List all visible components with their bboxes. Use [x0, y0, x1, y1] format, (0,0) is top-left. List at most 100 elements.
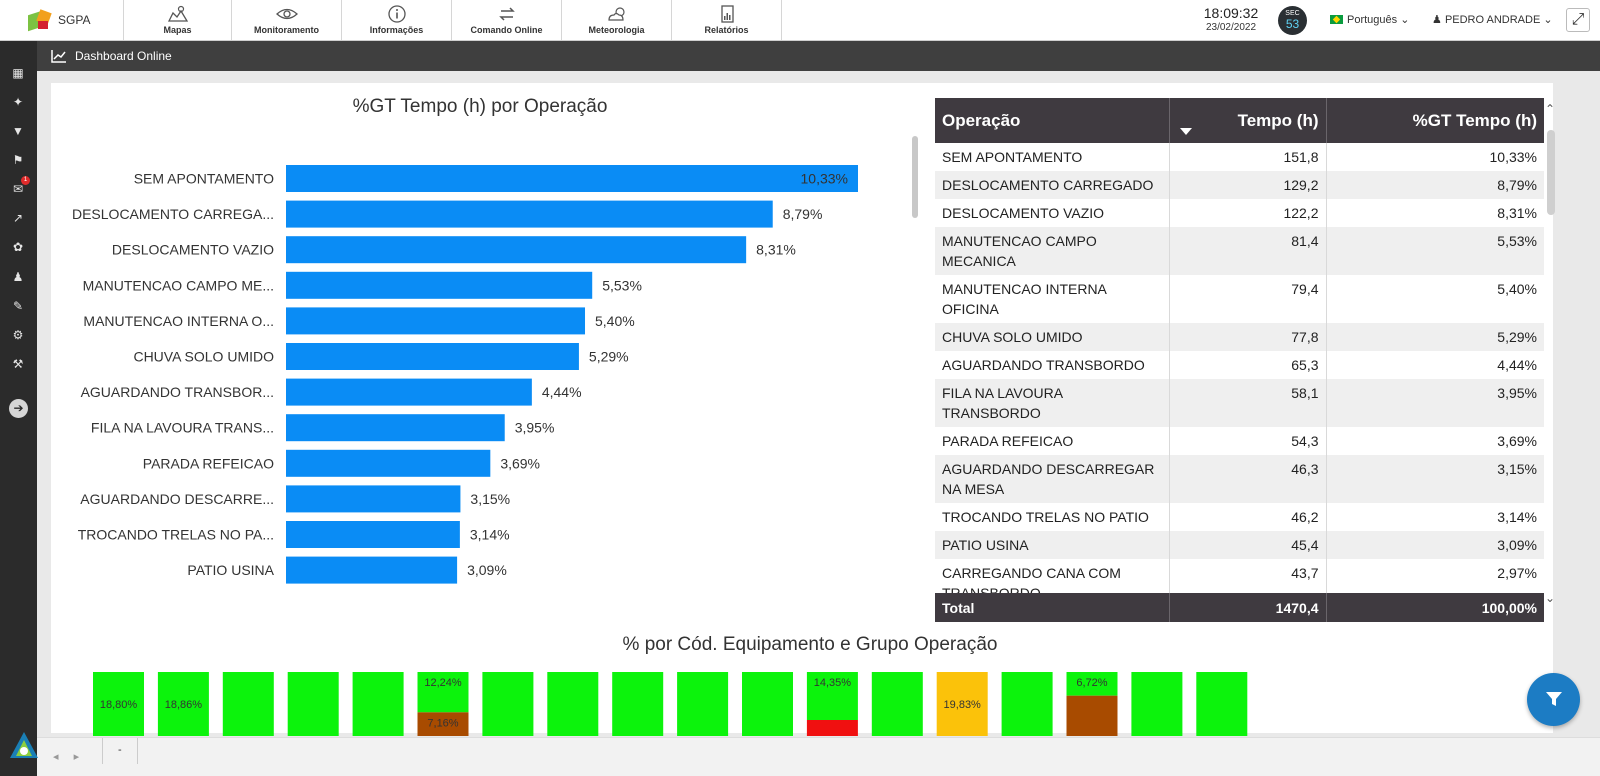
refresh-seconds-badge[interactable]: SEC 53 — [1278, 6, 1307, 35]
nav-monitoramento[interactable]: Monitoramento — [232, 0, 342, 40]
scroll-down-icon[interactable]: ⌄ — [1545, 591, 1556, 605]
chat-icon[interactable]: ✉ 1 — [8, 176, 30, 199]
table-cell-operacao: MANUTENCAO INTERNA OFICINA — [935, 275, 1169, 323]
app-logo[interactable]: SGPA — [0, 0, 124, 40]
bar-value-label: 8,31% — [756, 242, 796, 258]
stacked-segment[interactable] — [93, 672, 144, 736]
language-label: Português ⌄ — [1347, 14, 1410, 26]
left-sidebar: ▦ ✦ ▼ ⚑ ✉ 1 ↗ ✿ ♟ ✎ ⚙ ⚒ ➔ — [0, 41, 37, 776]
stacked-segment[interactable] — [1131, 672, 1183, 736]
chart-line-icon[interactable]: ↗ — [12, 211, 24, 225]
bar[interactable] — [286, 200, 773, 228]
nav-meteorologia[interactable]: Meteorologia — [562, 0, 672, 40]
stacked-segment[interactable] — [1066, 672, 1118, 696]
bar[interactable] — [286, 521, 460, 548]
stacked-segment[interactable] — [417, 712, 469, 736]
user-menu[interactable]: ♟ PEDRO ANDRADE ⌄ — [1432, 13, 1553, 26]
nav-informacoes[interactable]: Informações — [342, 0, 452, 40]
table-row[interactable]: FILA NA LAVOURA TRANSBORDO 58,1 3,95% — [935, 379, 1544, 427]
table-row[interactable]: SEM APONTAMENTO 151,8 10,33% — [935, 143, 1544, 171]
table-cell-operacao: AGUARDANDO TRANSBORDO — [935, 351, 1169, 379]
table-row[interactable]: TROCANDO TRELAS NO PATIO 46,2 3,14% — [935, 503, 1544, 531]
stacked-segment[interactable] — [482, 672, 534, 736]
leaf-icon[interactable]: ✿ — [12, 240, 24, 254]
bar-value-label: 5,40% — [595, 313, 635, 329]
bar[interactable] — [286, 343, 579, 370]
report-icon — [716, 5, 738, 23]
page-nav-arrows[interactable]: ◂ ▸ — [53, 751, 86, 763]
stacked-segment[interactable] — [547, 672, 599, 736]
stacked-bar-chart-equipment[interactable]: 18,80% 18,86% 12,24% 7,16% 14,35% 19,83% 6,72% — [37, 665, 1537, 737]
user-name: PEDRO ANDRADE ⌄ — [1444, 14, 1553, 26]
nav-comando-online[interactable]: Comando Online — [452, 0, 562, 40]
table-row[interactable]: DESLOCAMENTO VAZIO 122,2 8,31% — [935, 199, 1544, 227]
stacked-segment[interactable] — [806, 672, 858, 720]
edit-icon[interactable]: ✎ — [12, 299, 24, 313]
bar[interactable] — [286, 485, 461, 513]
bar-value-label: 5,29% — [589, 349, 629, 365]
bar[interactable] — [286, 414, 505, 442]
nav-relatorios[interactable]: Relatórios — [672, 0, 782, 40]
table-header-operacao[interactable]: Operação — [935, 98, 1169, 143]
stacked-segment[interactable] — [742, 672, 793, 736]
nav-mapas[interactable]: Mapas — [124, 0, 232, 40]
bar-chart-operations[interactable]: SEM APONTAMENTO 10,33% DESLOCAMENTO CARREG… — [52, 150, 892, 600]
map-icon — [167, 5, 189, 23]
table-cell-tempo: 46,2 — [1168, 503, 1326, 531]
chart-scrollbar[interactable] — [912, 136, 918, 218]
dashboard-grid-icon[interactable]: ▦ — [12, 66, 24, 80]
stacked-segment[interactable] — [417, 672, 469, 713]
scroll-thumb[interactable] — [1547, 130, 1555, 215]
stacked-segment[interactable] — [222, 672, 274, 736]
table-row[interactable]: CHUVA SOLO UMIDO 77,8 5,29% — [935, 323, 1544, 351]
nav-informacoes-label: Informações — [369, 25, 424, 35]
fullscreen-button[interactable]: ⤢ — [1566, 8, 1590, 32]
sec-label: SEC — [1285, 10, 1300, 17]
table-scrollbar[interactable]: ⌃ ⌄ — [1544, 98, 1558, 605]
bar[interactable] — [286, 307, 586, 335]
stacked-segment[interactable] — [871, 672, 923, 736]
table-body-viewport[interactable]: SEM APONTAMENTO 151,8 10,33% DESLOCAMENTO C… — [935, 143, 1544, 593]
filter-icon[interactable]: ▼ — [12, 124, 24, 138]
stacked-segment[interactable] — [1001, 672, 1053, 736]
wrench-icon[interactable]: ⚒ — [12, 357, 24, 371]
bar[interactable] — [286, 236, 747, 264]
flag-icon[interactable]: ⚑ — [12, 153, 24, 167]
table-row[interactable]: DESLOCAMENTO CARREGADO 129,2 8,79% — [935, 171, 1544, 199]
expand-sidebar-button[interactable]: ➔ — [9, 399, 28, 418]
stacked-segment[interactable] — [1196, 672, 1248, 736]
bar-category-label: SEM APONTAMENTO — [134, 171, 274, 187]
bar-value-label: 3,15% — [470, 491, 510, 507]
table-row[interactable]: PATIO USINA 45,4 3,09% — [935, 531, 1544, 559]
table-row[interactable]: AGUARDANDO TRANSBORDO 65,3 4,44% — [935, 351, 1544, 379]
table-row[interactable]: MANUTENCAO CAMPO MECANICA 81,4 5,53% — [935, 227, 1544, 275]
stacked-segment[interactable] — [806, 720, 858, 736]
bar[interactable] — [286, 556, 458, 584]
table-cell-gt: 5,40% — [1325, 275, 1544, 323]
filter-fab-button[interactable] — [1527, 673, 1580, 726]
table-row[interactable]: PARADA REFEICAO 54,3 3,69% — [935, 427, 1544, 455]
bar[interactable] — [286, 378, 532, 406]
person-icon[interactable]: ♟ — [12, 270, 24, 284]
stacked-segment[interactable] — [352, 672, 404, 736]
tag-icon[interactable]: ✦ — [12, 95, 24, 109]
stacked-segment[interactable] — [1066, 695, 1118, 736]
scroll-up-icon[interactable]: ⌃ — [1545, 102, 1556, 116]
stacked-segment[interactable] — [612, 672, 664, 736]
stacked-segment[interactable] — [157, 672, 209, 736]
table-header-gt-tempo[interactable]: %GT Tempo (h) — [1325, 98, 1544, 143]
bar[interactable] — [286, 449, 491, 477]
settings-icon[interactable]: ⚙ — [12, 328, 24, 342]
stacked-segment[interactable] — [287, 672, 339, 736]
stacked-segment[interactable] — [936, 672, 988, 736]
bar[interactable] — [286, 271, 593, 299]
stacked-segment[interactable] — [677, 672, 729, 736]
language-select[interactable]: Português ⌄ — [1330, 13, 1409, 26]
table-header-tempo[interactable]: Tempo (h) — [1168, 98, 1326, 143]
page-tab[interactable]: - — [102, 738, 138, 764]
table-row[interactable]: MANUTENCAO INTERNA OFICINA 79,4 5,40% — [935, 275, 1544, 323]
operations-table[interactable]: Operação Tempo (h) %GT Tempo (h) SEM APO… — [935, 98, 1544, 625]
bar[interactable] — [286, 165, 858, 192]
table-row[interactable]: CARREGANDO CANA COM TRANSBORDO 43,7 2,97% — [935, 559, 1544, 593]
table-row[interactable]: AGUARDANDO DESCARREGAR NA MESA 46,3 3,15% — [935, 455, 1544, 503]
